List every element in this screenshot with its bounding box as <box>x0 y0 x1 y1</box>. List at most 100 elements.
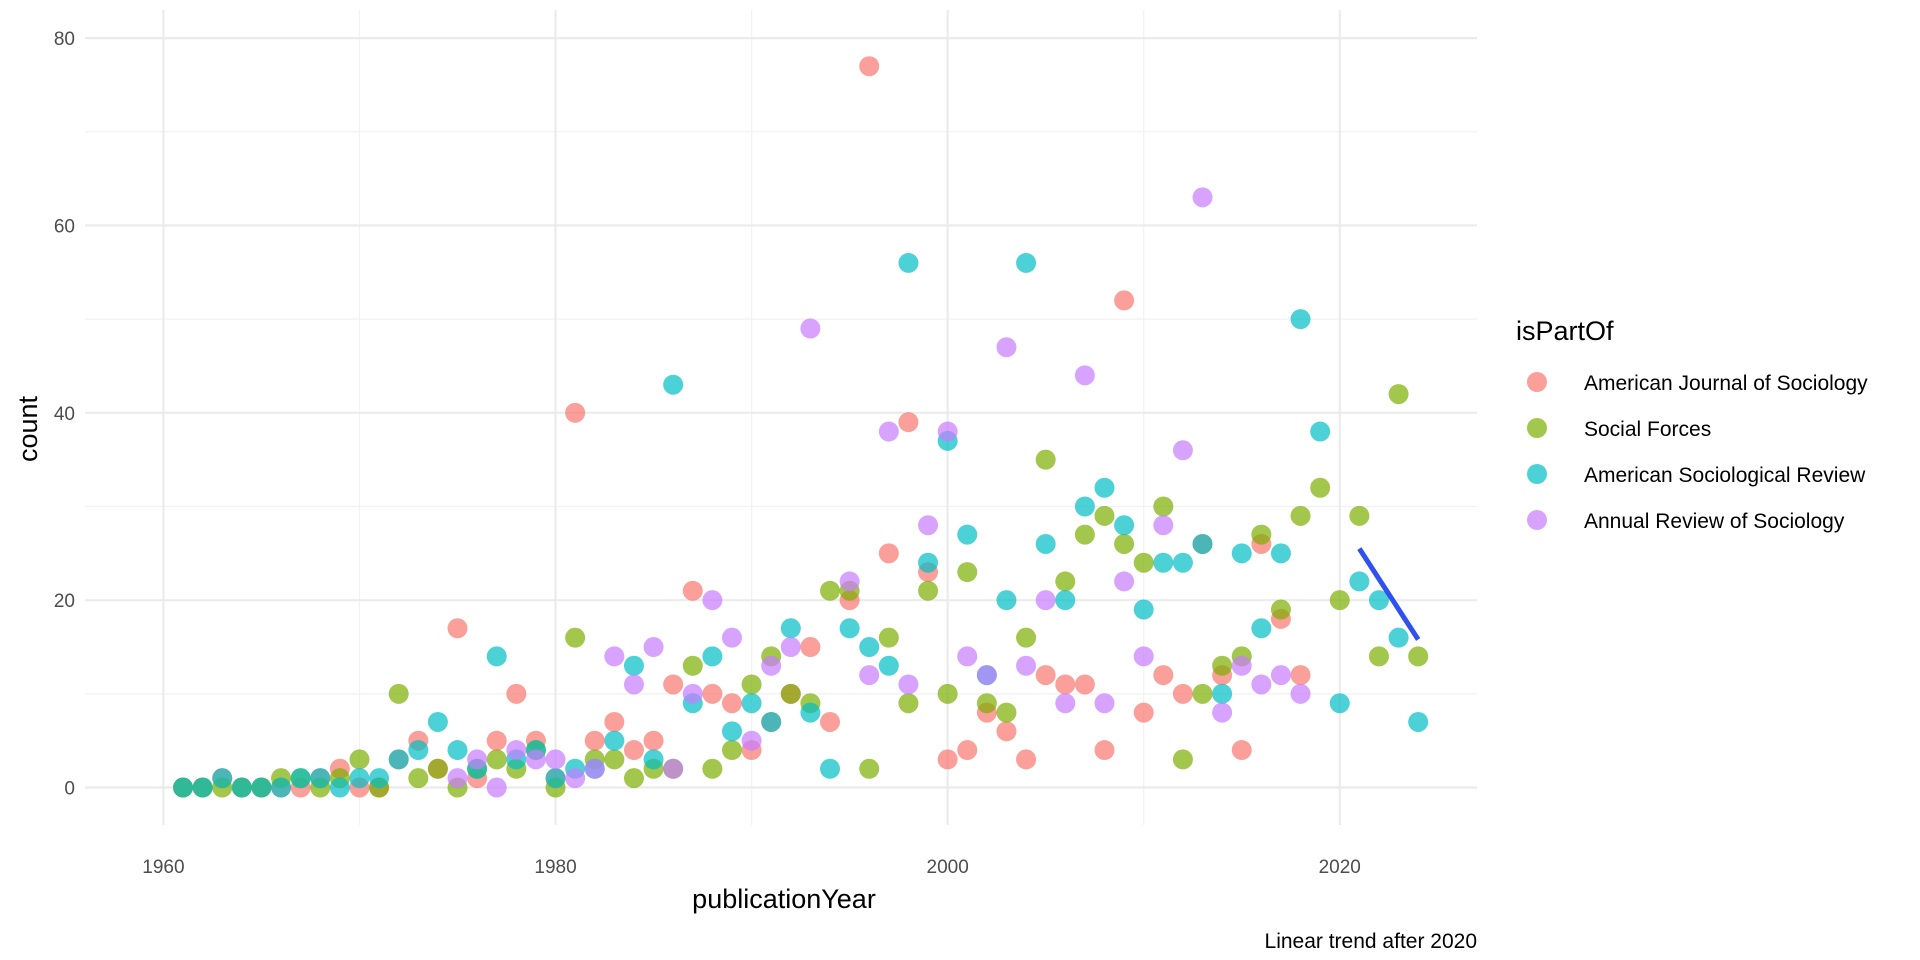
data-point <box>1290 683 1311 704</box>
data-point <box>545 768 566 789</box>
data-point <box>1153 552 1174 573</box>
data-point <box>1251 674 1272 695</box>
data-point <box>1094 693 1115 714</box>
data-point <box>937 683 958 704</box>
x-tick-label: 1980 <box>534 857 576 878</box>
data-point <box>1016 749 1037 770</box>
data-point <box>859 758 880 779</box>
data-point <box>1035 533 1056 554</box>
data-point <box>506 683 527 704</box>
legend: isPartOf American Journal of Sociology So… <box>1516 316 1868 533</box>
data-point <box>565 402 586 423</box>
data-point <box>1212 683 1233 704</box>
data-point <box>800 637 821 658</box>
data-point <box>996 702 1017 723</box>
data-point <box>1270 665 1291 686</box>
data-point <box>1055 571 1076 592</box>
data-point <box>702 683 723 704</box>
data-point <box>1368 646 1389 667</box>
data-point <box>584 758 605 779</box>
data-point <box>800 702 821 723</box>
data-point <box>486 749 507 770</box>
data-point <box>918 515 939 536</box>
data-point <box>212 768 233 789</box>
data-point <box>1074 674 1095 695</box>
data-point <box>761 655 782 676</box>
data-point <box>1172 683 1193 704</box>
data-point <box>1055 590 1076 611</box>
data-point <box>427 711 448 732</box>
data-point <box>996 337 1017 358</box>
data-point <box>780 618 801 639</box>
data-point <box>1329 590 1350 611</box>
y-tick-label: 80 <box>54 29 75 50</box>
data-point <box>251 777 272 798</box>
legend-label: Social Forces <box>1584 418 1711 441</box>
data-point <box>486 646 507 667</box>
data-point <box>957 646 978 667</box>
data-point <box>486 730 507 751</box>
data-point <box>565 627 586 648</box>
data-point <box>1231 655 1252 676</box>
data-point <box>761 711 782 732</box>
data-point <box>1251 524 1272 545</box>
data-point <box>1349 505 1370 526</box>
data-point <box>820 580 841 601</box>
data-point <box>1290 505 1311 526</box>
x-tick-label: 1960 <box>142 857 184 878</box>
data-point <box>898 674 919 695</box>
data-point <box>369 768 390 789</box>
data-point <box>290 768 311 789</box>
trend-line-layer <box>1357 547 1421 641</box>
data-point <box>427 758 448 779</box>
data-point <box>800 318 821 339</box>
data-point <box>1094 477 1115 498</box>
data-point <box>604 730 625 751</box>
legend-label: Annual Review of Sociology <box>1584 510 1845 533</box>
data-point <box>976 693 997 714</box>
data-point <box>957 740 978 761</box>
data-point <box>1153 496 1174 517</box>
data-point <box>1035 449 1056 470</box>
data-point <box>996 721 1017 742</box>
data-point <box>1172 749 1193 770</box>
data-point <box>1074 524 1095 545</box>
data-point <box>349 768 370 789</box>
data-point <box>839 571 860 592</box>
data-point <box>349 749 370 770</box>
data-point <box>623 655 644 676</box>
data-point <box>721 627 742 648</box>
data-point <box>898 252 919 273</box>
data-point <box>918 580 939 601</box>
data-point <box>643 749 664 770</box>
data-point <box>1016 627 1037 648</box>
data-point <box>1153 665 1174 686</box>
data-point <box>486 777 507 798</box>
data-point <box>271 777 292 798</box>
data-point <box>623 768 644 789</box>
data-point <box>878 543 899 564</box>
data-point <box>859 665 880 686</box>
legend-key <box>1527 372 1547 392</box>
data-point <box>702 758 723 779</box>
data-point <box>408 740 429 761</box>
data-point <box>957 524 978 545</box>
data-point <box>898 693 919 714</box>
data-point <box>1055 693 1076 714</box>
grid <box>85 10 1477 825</box>
data-points <box>173 56 1429 798</box>
data-point <box>937 749 958 770</box>
legend-key <box>1527 464 1547 484</box>
data-point <box>623 674 644 695</box>
y-tick-label: 60 <box>54 216 75 237</box>
data-point <box>447 768 468 789</box>
data-point <box>1114 515 1135 536</box>
data-point <box>820 711 841 732</box>
data-point <box>957 562 978 583</box>
data-point <box>604 749 625 770</box>
data-point <box>741 730 762 751</box>
data-point <box>545 749 566 770</box>
data-point <box>663 674 684 695</box>
legend-key <box>1527 418 1547 438</box>
